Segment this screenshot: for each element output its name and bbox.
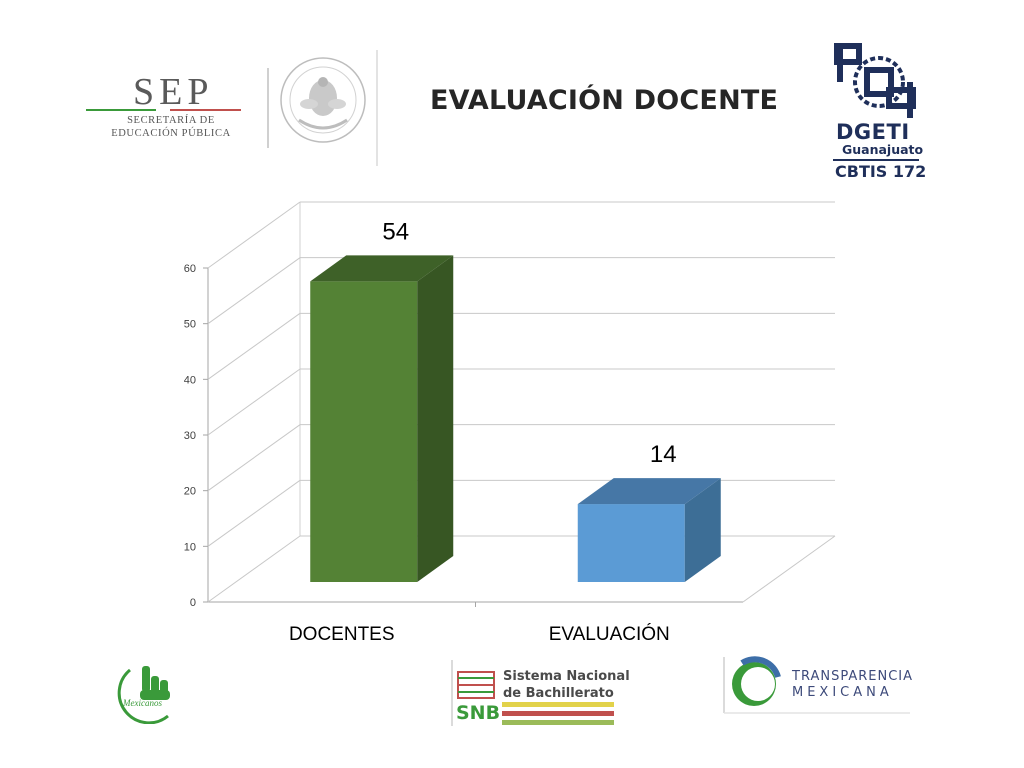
x-axis-label-2: EVALUACIÓN <box>549 623 670 645</box>
gridline-diagonal <box>207 424 301 492</box>
y-tick-label: 20 <box>184 486 196 498</box>
bar-top-2 <box>577 478 721 505</box>
mexican-coat-of-arms-seal-icon <box>267 50 378 166</box>
sep-logo-word: SEP <box>133 71 214 113</box>
sep-logo-line1: SECRETARÍA DE <box>127 115 215 126</box>
y-tick-label: 30 <box>184 430 196 442</box>
y-tick-label: 10 <box>184 541 196 553</box>
snb-logo-line2: de Bachillerato <box>503 686 614 701</box>
dgeti-logo-icon <box>834 43 916 118</box>
bar-front-1 <box>310 281 418 582</box>
x-axis-label-1: DOCENTES <box>289 624 395 645</box>
chart-x-axis-labels: DOCENTES EVALUACIÓN <box>289 623 670 645</box>
snb-logo-line1: Sistema Nacional <box>503 669 630 684</box>
data-label-2: 14 <box>650 441 677 468</box>
gridline-diagonal <box>207 368 301 436</box>
gridline-diagonal <box>207 312 301 380</box>
transparencia-logo-icon <box>723 656 910 714</box>
floor-right-edge <box>742 535 836 603</box>
data-label-1: 54 <box>382 218 409 245</box>
gridline-diagonal <box>207 479 301 547</box>
dgeti-logo-divider <box>833 159 919 161</box>
sep-logo-mark <box>86 109 241 111</box>
gridline-diagonal <box>207 201 301 269</box>
bar-side-1 <box>417 255 454 582</box>
gridline-diagonal <box>207 257 301 325</box>
y-tick-label: 40 <box>184 374 196 386</box>
bar-top-1 <box>310 255 454 282</box>
chart-bars <box>310 255 721 582</box>
slide-title: EVALUACIÓN DOCENTE <box>430 85 779 116</box>
snb-logo-abbr: SNB <box>456 702 501 724</box>
dgeti-logo-word: DGETI <box>836 120 910 144</box>
gridline-diagonal <box>207 535 301 603</box>
transparencia-logo-line1: TRANSPARENCIA <box>792 669 913 684</box>
y-tick-label: 0 <box>190 597 196 609</box>
chart-y-axis-ticks: 0 10 20 30 40 50 60 <box>184 263 196 609</box>
chart-gridlines <box>203 201 836 607</box>
y-tick-label: 60 <box>184 263 196 275</box>
dgeti-logo-sub: Guanajuato <box>842 142 924 157</box>
sep-logo-line2: EDUCACIÓN PÚBLICA <box>111 128 231 139</box>
snb-logo-icon <box>451 660 614 726</box>
mexicanos-hand-logo-icon <box>117 666 170 724</box>
dgeti-logo-cbtis: CBTIS 172 <box>835 162 927 181</box>
bar-front-2 <box>577 504 685 582</box>
y-tick-label: 50 <box>184 319 196 331</box>
chart-data-labels: 54 14 <box>382 218 676 468</box>
bar-side-2 <box>684 478 721 582</box>
mexicanos-logo-text: Mexicanos <box>123 698 162 708</box>
transparencia-logo-line2: MEXICANA <box>792 685 893 700</box>
